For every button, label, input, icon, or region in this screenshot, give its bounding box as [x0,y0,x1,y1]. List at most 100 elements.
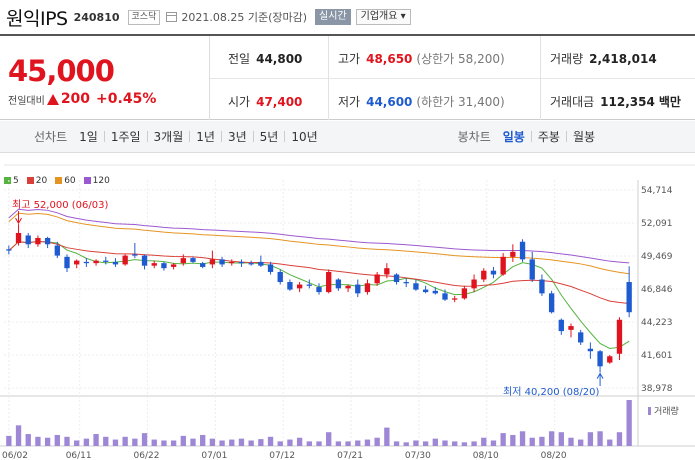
lower-limit: (하한가 31,400) [416,95,505,109]
y-tick-label: 54,714 [641,186,673,196]
volume-bar [190,438,196,446]
period-1w[interactable]: 1주일 [110,130,141,144]
legend-ma60[interactable]: 60 [55,176,76,186]
candle-body [432,290,438,294]
candle-daily[interactable]: 일봉 [502,130,525,144]
volume-bar [74,440,80,446]
candle-body [248,263,254,265]
volume-legend-label: 거래량 [654,405,679,417]
candle-body [452,298,458,300]
change-percent: +0.45% [96,91,157,107]
volume-bar [219,440,225,446]
candle-body [161,263,167,269]
period-1y[interactable]: 1년 [196,130,215,144]
volume-bar [355,440,361,446]
upper-limit: (상한가 58,200) [416,52,505,66]
x-tick-label: 07/30 [405,451,431,460]
quote-divider [540,36,541,120]
candle-body [306,284,312,286]
period-3m[interactable]: 3개월 [153,130,184,144]
candle-body [393,274,400,283]
y-tick-label: 46,846 [641,285,673,295]
amount-label: 거래대금 [550,95,595,109]
volume-bar [15,425,22,446]
volume-bar [471,441,477,446]
candle-body [578,332,584,343]
volume-bar [413,440,419,446]
candle-body [335,279,342,289]
legend-swatch-ma5 [4,177,11,184]
candle-body [510,251,516,257]
period-10y[interactable]: 10년 [291,130,318,144]
period-1d[interactable]: 1일 [79,130,98,144]
legend-ma120[interactable]: 120 [83,176,110,186]
volume-bar [112,439,119,446]
period-separator [189,131,191,142]
volume-bar [432,438,438,446]
high-value: 48,650 [366,52,413,66]
candle-body [219,259,225,265]
company-overview-dropdown[interactable]: 기업개요 ▾ [355,9,411,25]
candle-monthly[interactable]: 월봉 [572,130,596,144]
period-5y[interactable]: 5년 [259,130,279,144]
volume-bar [54,434,60,446]
legend-label-ma5: 5 [13,176,19,186]
low-label: 저가 [338,95,361,109]
open-value: 47,400 [256,95,303,109]
volume-cell: 거래량 2,418,014 [550,50,657,67]
volume-bar [374,437,380,446]
x-tick-label: 08/20 [541,451,567,460]
candle-body [132,254,138,256]
candle-body [44,237,51,245]
legend-ma20[interactable]: 20 [26,176,48,186]
volume-bar [93,434,99,446]
volume-bar [122,436,128,446]
candle-body [374,274,380,284]
candle-body [15,232,22,244]
candle-body [54,245,60,256]
volume-bar [209,438,216,446]
volume-bar [335,441,342,446]
high-annotation: 최고 52,000 (06/03) [12,199,108,211]
candle-body [403,282,409,284]
volume-bar [500,433,506,446]
ma20-line [8,240,630,304]
legend-ma5[interactable]: 5 [4,176,19,186]
candle-body [422,289,429,293]
candle-body [35,237,41,245]
candle-body [461,288,468,299]
y-tick-label: 52,091 [641,219,673,229]
candle-body [500,256,506,275]
volume-bar [422,441,429,446]
open-cell: 시가 47,400 [228,93,302,110]
candle-body [539,279,545,294]
candle-body [316,287,322,293]
candle-body [83,261,90,264]
volume-bar [287,439,293,446]
candle-body [74,260,80,265]
volume-bar [6,435,12,446]
volume-bar [170,440,177,446]
prev-close-value: 44,800 [256,52,303,66]
period-separator [252,131,254,142]
high-cell: 고가 48,650 (상한가 58,200) [338,50,505,67]
ma120-line [8,208,630,264]
candle-body [597,351,603,367]
volume-bar [151,439,157,446]
candle-body [112,261,119,265]
volume-bar [248,440,254,446]
volume-bar [568,437,574,446]
period-3y[interactable]: 3년 [227,130,247,144]
candle-body [587,348,594,352]
legend-swatch-ma120 [83,177,91,184]
legend-swatch-ma20 [26,177,34,184]
candle-weekly[interactable]: 주봉 [537,130,560,144]
period-separator [284,131,286,142]
candle-body [6,249,12,251]
realtime-button[interactable]: 실시간 [315,9,351,25]
candle-body [122,255,128,265]
candle-body [616,319,623,354]
legend-label-ma20: 20 [35,176,48,186]
change-row: 전일대비 200 +0.45% [8,91,156,107]
